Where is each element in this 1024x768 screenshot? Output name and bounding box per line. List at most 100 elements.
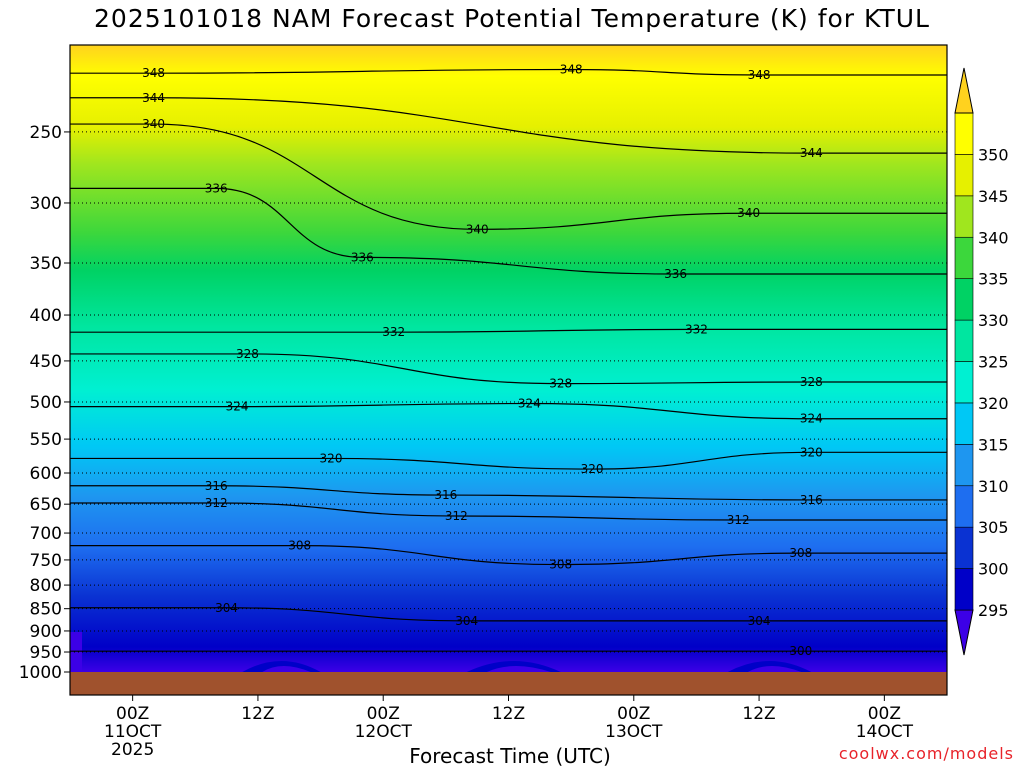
- contour-304: [70, 607, 947, 622]
- y-tick-label: 800: [30, 576, 62, 596]
- contour-312: [70, 502, 947, 521]
- colorbar-segment: [954, 361, 974, 404]
- x-tick-label: 00Z: [868, 704, 901, 724]
- contour-308: [70, 545, 947, 566]
- low-theta-core: [747, 666, 802, 672]
- contour-label: 316: [434, 488, 457, 502]
- x-tick-label: 00Z: [116, 704, 149, 724]
- colorbar-segment: [954, 444, 974, 487]
- contour-label: 332: [685, 322, 708, 336]
- x-tick-label: 12Z: [742, 704, 775, 724]
- colorbar-segment: [954, 154, 974, 197]
- y-tick-label: 850: [30, 600, 62, 620]
- y-tick-label: 750: [30, 551, 62, 571]
- contour-label: 344: [142, 91, 165, 105]
- y-tick-label: 650: [30, 495, 62, 515]
- colorbar-label: 340: [978, 228, 1009, 247]
- y-tick-label: 250: [30, 123, 62, 143]
- colorbar-segment: [954, 195, 974, 238]
- colorbar-segment: [954, 278, 974, 321]
- contour-label: 316: [205, 479, 228, 493]
- contour-336: [70, 187, 947, 275]
- contour-label: 320: [800, 445, 823, 459]
- credit-text[interactable]: coolwx.com/models: [838, 744, 1014, 763]
- contour-label: 348: [560, 63, 583, 77]
- colorbar-label: 350: [978, 145, 1009, 164]
- contour-label: 312: [727, 513, 750, 527]
- pressure-axis: 2503003504004505005506006507007508008509…: [19, 123, 70, 683]
- contour-label: 336: [664, 267, 687, 281]
- colorbar-label: 310: [978, 477, 1009, 496]
- x-tick-label: 14OCT: [856, 722, 914, 742]
- colorbar-label: 325: [978, 353, 1009, 372]
- colorbar-label: 345: [978, 187, 1009, 206]
- contour-label: 308: [549, 558, 572, 572]
- colorbar-label: 315: [978, 435, 1009, 454]
- colorbar-segment: [954, 485, 974, 528]
- contour-label: 312: [445, 509, 468, 523]
- contour-320: [69, 451, 947, 470]
- contour-328: [70, 353, 947, 385]
- colorbar-segment: [954, 112, 974, 155]
- y-tick-label: 300: [30, 194, 62, 214]
- contour-label: 340: [142, 117, 165, 131]
- contour-label: 324: [226, 400, 249, 414]
- colorbar-extend-high: [954, 67, 974, 114]
- contour-label: 324: [518, 397, 541, 411]
- contour-label: 308: [288, 539, 311, 553]
- x-tick-label: 00Z: [367, 704, 400, 724]
- contour-348: [69, 68, 947, 76]
- x-tick-label: 2025: [111, 740, 154, 760]
- contour-344: [70, 97, 947, 154]
- x-tick-label: 12OCT: [355, 722, 413, 742]
- colorbar-extend-low: [954, 609, 974, 656]
- low-theta-edge: [70, 632, 82, 672]
- contour-label: 348: [748, 68, 771, 82]
- y-tick-label: 400: [30, 306, 62, 326]
- contour-label: 328: [549, 377, 572, 391]
- contour-label: 348: [142, 66, 165, 80]
- x-axis-label: Forecast Time (UTC): [409, 744, 611, 768]
- contour-label: 320: [581, 462, 604, 476]
- contour-label: 340: [466, 222, 489, 236]
- contour-label: 336: [351, 250, 374, 264]
- y-tick-label: 900: [30, 622, 62, 642]
- x-tick-label: 12Z: [241, 704, 274, 724]
- low-theta-core: [486, 666, 551, 672]
- contour-label: 344: [800, 146, 823, 160]
- colorbar-segment: [954, 236, 974, 279]
- contour-340: [70, 123, 947, 230]
- y-tick-label: 500: [30, 393, 62, 413]
- potential-temperature-field: [70, 45, 947, 672]
- y-tick-label: 950: [30, 643, 62, 663]
- contour-lines: [69, 68, 947, 652]
- x-tick-label: 12Z: [492, 704, 525, 724]
- contour-316: [70, 485, 947, 501]
- contour-label: 300: [789, 644, 812, 658]
- contour-labels: 348 348 348 344 344 340 340 340 336 336 336 332 332 3…: [142, 63, 823, 659]
- x-tick-label: 13OCT: [605, 722, 663, 742]
- colorbar-label: 295: [978, 601, 1009, 620]
- contour-label: 328: [236, 347, 259, 361]
- colorbar-segment: [954, 526, 974, 569]
- contour-label: 336: [205, 181, 228, 195]
- colorbar-segment: [954, 568, 974, 611]
- low-theta-core: [262, 666, 311, 672]
- colorbar-label: 335: [978, 270, 1009, 289]
- contour-label: 340: [737, 206, 760, 220]
- colorbar-segment: [954, 402, 974, 445]
- contour-label: 304: [455, 614, 478, 628]
- contour-label: 328: [800, 375, 823, 389]
- colorbar-label: 320: [978, 394, 1009, 413]
- contour-label: 324: [800, 412, 823, 426]
- x-tick-label: 00Z: [617, 704, 650, 724]
- ground-strip: [70, 672, 947, 695]
- contour-label: 308: [789, 546, 812, 560]
- contour-label: 312: [205, 496, 228, 510]
- y-tick-label: 550: [30, 430, 62, 450]
- colorbar-label: 300: [978, 560, 1009, 579]
- contour-332: [69, 328, 947, 333]
- y-tick-label: 700: [30, 524, 62, 544]
